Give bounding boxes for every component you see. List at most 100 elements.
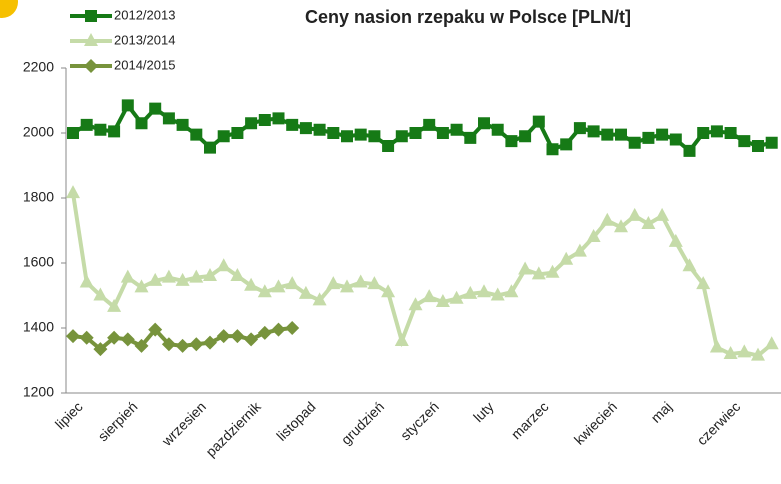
point [271,279,286,293]
y-tick-label: 1400 [23,319,54,335]
point [312,292,327,306]
legend-label: 2012/2013 [114,7,175,22]
point [641,216,656,229]
point [586,229,601,242]
point [518,261,533,275]
point [765,136,778,149]
point [572,243,587,257]
point [299,122,312,135]
point [257,325,272,340]
point [244,277,259,291]
point [738,135,751,148]
x-tick-label: maj [648,398,675,425]
point [245,117,258,130]
point [257,284,272,298]
point [148,322,163,337]
point [422,289,437,303]
point [148,272,163,286]
point [573,122,586,135]
point [449,290,464,304]
point [751,347,765,361]
point [134,279,149,293]
point [531,266,546,280]
point [601,128,614,141]
point [161,269,176,283]
point [341,130,353,143]
point [435,294,450,307]
point [477,284,491,298]
point [120,332,135,347]
point [80,118,93,131]
point [409,127,422,139]
point [545,264,560,278]
point [615,128,627,141]
point [286,118,299,131]
point [354,128,367,141]
point [463,285,478,299]
point [628,136,641,149]
point [85,10,97,22]
point [491,123,504,136]
point [340,279,354,293]
point [656,128,669,141]
point [655,207,670,221]
x-tick-label: kwiecień [571,398,620,447]
point [696,276,711,290]
point [490,287,505,301]
point [298,285,313,299]
legend-label: 2014/2015 [114,57,175,72]
point [504,284,519,298]
point [737,344,752,358]
x-tick-label: wrzesien [158,398,209,449]
point [66,329,80,344]
point [353,274,368,288]
point [559,251,574,265]
point [189,269,204,283]
y-tick-label: 1600 [23,254,54,270]
point [436,127,449,139]
point [107,330,122,345]
point [546,143,559,156]
point [230,329,245,344]
point [285,321,300,335]
point [313,123,326,136]
point [121,99,134,112]
x-tick-label: marzec [508,398,552,442]
point [84,33,98,46]
x-tick-label: czerwiec [694,398,744,448]
point [709,339,724,353]
x-tick-label: luty [470,398,497,425]
point [682,258,697,272]
point [120,269,135,283]
point [244,332,259,347]
point [94,123,107,136]
x-tick-label: grudzień [338,398,387,447]
y-tick-label: 2200 [23,59,54,75]
point [107,298,122,312]
point [203,335,217,350]
point [149,102,162,115]
point [752,140,764,152]
point [216,329,231,344]
point [710,125,723,138]
point [203,268,217,281]
series-line [71,192,773,358]
point [67,127,79,139]
point [176,118,189,131]
chart-title: Ceny nasion rzepaku w Polsce [PLN/t] [305,7,631,27]
point [614,219,628,233]
point [258,114,271,126]
point [175,338,190,353]
point [134,338,149,353]
point [408,297,423,311]
point [627,207,642,221]
point [724,127,737,139]
point [66,185,80,199]
point [271,322,286,337]
x-tick-label: styczeń [397,398,442,443]
point [175,272,190,286]
point [668,233,683,247]
y-tick-label: 1200 [23,384,54,400]
